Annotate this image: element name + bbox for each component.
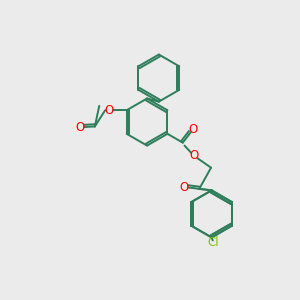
Text: Cl: Cl [207,236,219,249]
Text: O: O [188,123,198,136]
Text: O: O [179,181,189,194]
Text: O: O [189,149,199,162]
Text: O: O [76,121,85,134]
Text: O: O [104,104,114,117]
